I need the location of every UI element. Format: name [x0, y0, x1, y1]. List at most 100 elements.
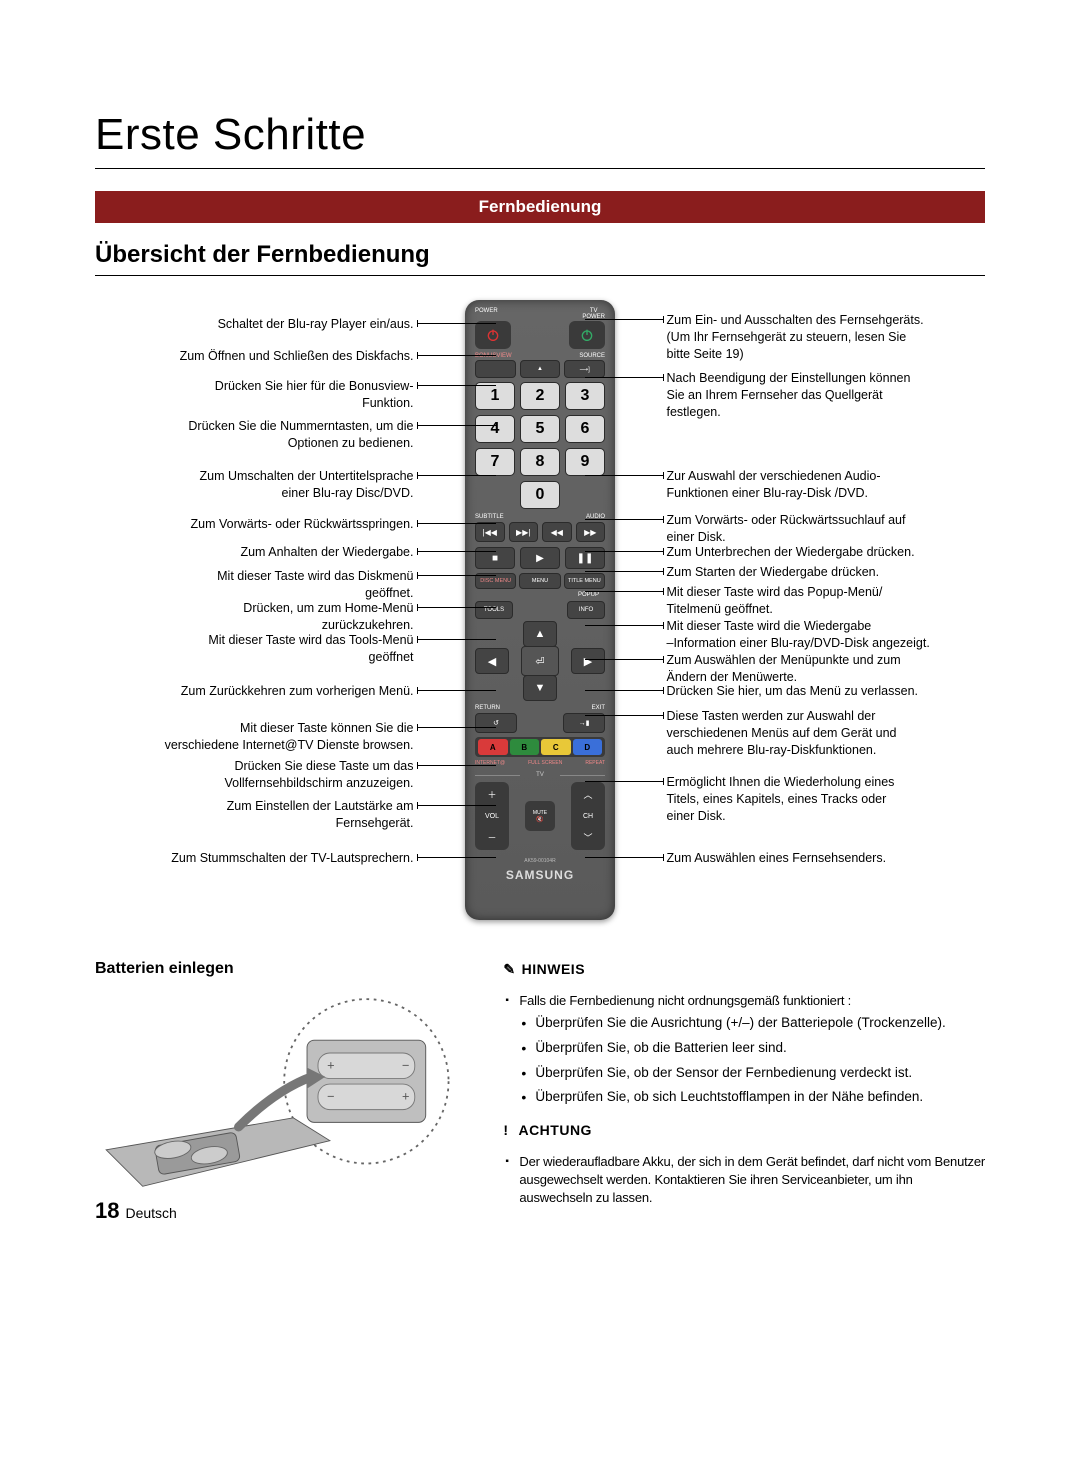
callout-text: Schaltet der Blu-ray Player ein/aus. [218, 316, 496, 333]
menu-button[interactable]: MENU [519, 573, 560, 589]
audio-label: AUDIO [586, 514, 605, 520]
num-6[interactable]: 6 [565, 415, 605, 443]
bonusview-button[interactable] [475, 360, 516, 378]
volume-rocker[interactable]: ＋ VOL － [475, 782, 509, 850]
pause-button[interactable]: ❚❚ [565, 547, 605, 569]
info-button[interactable]: INFO [567, 601, 605, 619]
model-number: AK59-00104R [475, 858, 605, 864]
num-3[interactable]: 3 [565, 382, 605, 410]
callout-text: Zum Zurückkehren zum vorherigen Menü. [181, 683, 496, 700]
ch-label: CH [583, 813, 593, 820]
color-a-button[interactable]: A [478, 739, 508, 755]
eject-button[interactable]: ▲ [520, 360, 561, 378]
color-b-button[interactable]: B [510, 739, 540, 755]
num-5[interactable]: 5 [520, 415, 560, 443]
nav-left-button[interactable]: ◀ [475, 648, 509, 674]
hinweis-list: Überprüfen Sie die Ausrichtung (+/–) der… [503, 1014, 985, 1108]
vol-up-icon: ＋ [487, 788, 496, 801]
callout-text: Mit dieser Taste wird das Diskmenügeöffn… [217, 568, 495, 602]
num-1[interactable]: 1 [475, 382, 515, 410]
hinweis-title: ✎HINWEIS [503, 960, 985, 980]
callout-text: Mit dieser Taste wird das Popup-Menü/Tit… [585, 584, 883, 618]
nav-pad: ▲ ◀ ⏎ ▶ ▼ [475, 621, 605, 701]
num-7[interactable]: 7 [475, 448, 515, 476]
num-0[interactable]: 0 [520, 481, 560, 509]
callout-text: Zum Ein- und Ausschalten des Fernsehgerä… [585, 312, 924, 363]
hinweis-intro: Falls die Fernbedienung nicht ordnungsge… [503, 992, 985, 1010]
callout-text: Zum Stummschalten der TV-Lautsprechern. [171, 850, 495, 867]
callout-text: Drücken Sie die Nummerntasten, um dieOpt… [188, 418, 495, 452]
nav-right-button[interactable]: ▶ [571, 648, 605, 674]
fullscreen-label: FULL SCREEN [528, 760, 562, 766]
power-icon [579, 327, 595, 343]
power-label: POWER [475, 308, 498, 320]
nav-down-button[interactable]: ▼ [523, 675, 557, 701]
title-menu-button[interactable]: TITLE MENU [564, 573, 605, 589]
battery-illustration: + − − + [95, 990, 473, 1200]
num-4[interactable]: 4 [475, 415, 515, 443]
power-button[interactable] [475, 321, 511, 349]
tv-section-label: TV [475, 772, 605, 778]
callout-text: Zum Einstellen der Lautstärke amFernsehg… [227, 798, 496, 832]
skip-back-button[interactable]: |◀◀ [475, 522, 505, 542]
mute-button[interactable]: MUTE 🔇 [525, 801, 555, 831]
internet-label: INTERNET@ [475, 760, 505, 766]
remote-control: POWERTVPOWER BONUSVIEWSOURCE ▲ ⟶] 1 2 3 … [465, 300, 615, 920]
mute-icon: 🔇 [536, 816, 543, 823]
callout-text: Mit dieser Taste können Sie dieverschied… [165, 720, 496, 754]
callout-text: Zum Öffnen und Schließen des Diskfachs. [180, 348, 496, 365]
return-label: RETURN [475, 705, 500, 711]
power-icon [485, 327, 501, 343]
callout-text: Ermöglicht Ihnen die Wiederholung einesT… [585, 774, 895, 825]
callout-text: Zum Vorwärts- oder Rückwärtsspringen. [191, 516, 496, 533]
disc-menu-button[interactable]: DISC MENU [475, 573, 516, 589]
subtitle-label: SUBTITLE [475, 514, 504, 520]
stop-button[interactable]: ■ [475, 547, 515, 569]
nav-up-button[interactable]: ▲ [523, 621, 557, 647]
bonusview-label: BONUSVIEW [475, 353, 512, 359]
enter-button[interactable]: ⏎ [521, 646, 559, 676]
callout-text: Mit dieser Taste wird das Tools-Menügeöf… [208, 632, 495, 666]
hinweis-item: Überprüfen Sie die Ausrichtung (+/–) der… [521, 1014, 985, 1033]
play-button[interactable]: ▶ [520, 547, 560, 569]
tools-button[interactable]: TOOLS [475, 601, 513, 619]
callout-text: Zum Umschalten der Untertitelspracheeine… [200, 468, 496, 502]
callout-text: Zum Auswählen eines Fernsehsenders. [585, 850, 887, 867]
ch-down-icon: ﹀ [583, 831, 592, 844]
page-title: Erste Schritte [95, 110, 985, 169]
number-pad: 1 2 3 4 5 6 7 8 9 0 [475, 382, 605, 509]
return-button[interactable]: ↺ [475, 713, 517, 733]
callout-text: Zum Anhalten der Wiedergabe. [240, 544, 495, 561]
color-d-button[interactable]: D [573, 739, 603, 755]
fast-fwd-button[interactable]: ▶▶ [576, 522, 606, 542]
callout-text: Diese Tasten werden zur Auswahl derversc… [585, 708, 897, 759]
num-8[interactable]: 8 [520, 448, 560, 476]
callout-text: Drücken Sie diese Taste um dasVollfernse… [225, 758, 496, 792]
callout-text: Drücken Sie hier für die Bonusview-Funkt… [215, 378, 496, 412]
channel-rocker[interactable]: ︿ CH ﹀ [571, 782, 605, 850]
callout-text: Zum Auswählen der Menüpunkte und zumÄnde… [585, 652, 901, 686]
hinweis-item: Überprüfen Sie, ob der Sensor der Fernbe… [521, 1064, 985, 1083]
exit-label: EXIT [592, 705, 605, 711]
battery-title: Batterien einlegen [95, 960, 473, 978]
remote-diagram: POWERTVPOWER BONUSVIEWSOURCE ▲ ⟶] 1 2 3 … [95, 300, 985, 940]
vol-label: VOL [485, 813, 499, 820]
num-2[interactable]: 2 [520, 382, 560, 410]
source-button[interactable]: ⟶] [564, 360, 605, 378]
svg-text:−: − [327, 1088, 334, 1103]
repeat-label: REPEAT [585, 760, 605, 766]
svg-text:−: − [402, 1057, 409, 1072]
page-number: 18Deutsch [95, 1198, 177, 1224]
num-9[interactable]: 9 [565, 448, 605, 476]
svg-text:+: + [402, 1088, 409, 1103]
color-c-button[interactable]: C [541, 739, 571, 755]
rewind-button[interactable]: ◀◀ [542, 522, 572, 542]
exit-button[interactable]: →▮ [563, 713, 605, 733]
callout-text: Zur Auswahl der verschiedenen Audio-Funk… [585, 468, 881, 502]
skip-fwd-button[interactable]: ▶▶| [509, 522, 539, 542]
section-subtitle: Übersicht der Fernbedienung [95, 241, 985, 276]
hinweis-item: Überprüfen Sie, ob die Batterien leer si… [521, 1039, 985, 1058]
source-label: SOURCE [579, 353, 605, 359]
callout-text: Zum Unterbrechen der Wiedergabe drücken. [585, 544, 915, 561]
tv-power-button[interactable] [569, 321, 605, 349]
